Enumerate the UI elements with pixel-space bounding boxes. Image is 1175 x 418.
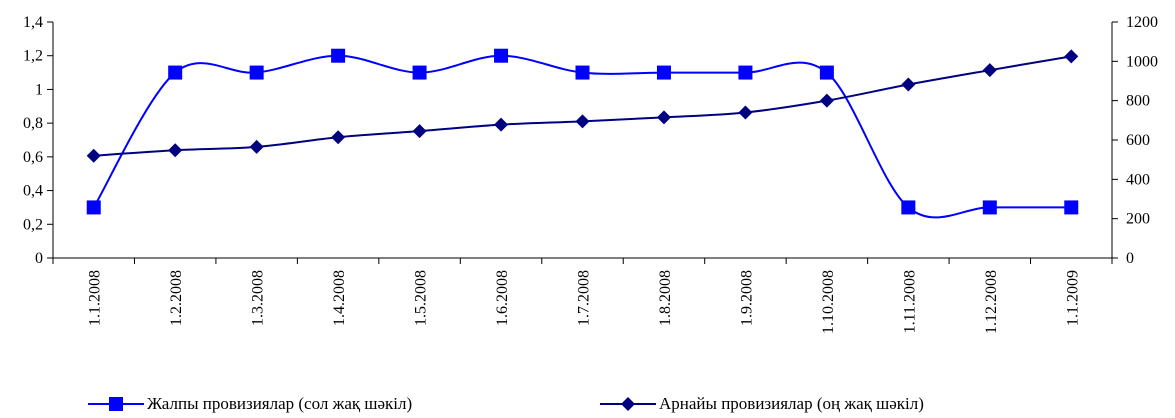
y-left-tick-label: 1,2 bbox=[23, 48, 43, 65]
x-tick-label: 1.1.2009 bbox=[1064, 270, 1081, 326]
y-left-tick-label: 0,6 bbox=[23, 149, 43, 166]
data-point-specific bbox=[331, 130, 346, 145]
y-right-tick-label: 1200 bbox=[1126, 14, 1158, 31]
y-left-tick-label: 1 bbox=[35, 81, 43, 98]
data-point-general bbox=[168, 65, 183, 80]
y-right-tick-label: 200 bbox=[1126, 211, 1150, 228]
x-tick-label: 1.12.2008 bbox=[983, 270, 1000, 334]
x-tick-label: 1.10.2008 bbox=[820, 270, 837, 334]
data-point-specific bbox=[168, 143, 183, 158]
legend-marker-square-icon bbox=[88, 397, 144, 411]
x-tick-label: 1.3.2008 bbox=[250, 270, 267, 326]
data-point-general bbox=[575, 65, 590, 80]
data-point-specific bbox=[86, 148, 101, 163]
x-tick-label: 1.9.2008 bbox=[738, 270, 755, 326]
data-point-general bbox=[656, 65, 671, 80]
legend-marker-diamond-icon bbox=[600, 397, 656, 411]
data-point-specific bbox=[494, 117, 509, 132]
data-point-general bbox=[1064, 200, 1079, 215]
data-point-general bbox=[901, 200, 916, 215]
x-tick-label: 1.6.2008 bbox=[494, 270, 511, 326]
y-right-tick-label: 1000 bbox=[1126, 53, 1158, 70]
series-line-general bbox=[92, 54, 1072, 219]
y-left-tick-label: 0,2 bbox=[23, 216, 43, 233]
data-point-general bbox=[819, 65, 834, 80]
data-point-general bbox=[982, 200, 997, 215]
data-point-general bbox=[738, 65, 753, 80]
legend-label-general: Жалпы провизиялар (сол жақ шәкіл) bbox=[147, 394, 413, 413]
x-tick-label: 1.4.2008 bbox=[331, 270, 348, 326]
data-point-general bbox=[331, 48, 346, 63]
data-point-specific bbox=[575, 114, 590, 129]
legend: Жалпы провизиялар (сол жақ шәкіл) Арнайы… bbox=[0, 394, 1175, 418]
data-point-general bbox=[412, 65, 427, 80]
x-tick-label: 1.2.2008 bbox=[168, 270, 185, 326]
data-point-general bbox=[494, 48, 509, 63]
data-point-specific bbox=[249, 139, 264, 154]
series-general-provisions bbox=[86, 48, 1079, 219]
legend-label-specific: Арнайы провизиялар (оң жақ шәкіл) bbox=[659, 394, 924, 413]
chart: 0 0,2 0,4 0,6 0,8 1 1,2 1,4 0 200 400 600 800 1000 120… bbox=[23, 14, 1158, 334]
series-specific-provisions bbox=[86, 49, 1079, 163]
y-right-tick-label: 0 bbox=[1126, 250, 1134, 267]
data-point-specific bbox=[819, 93, 834, 108]
x-tick-label: 1.5.2008 bbox=[413, 270, 430, 326]
x-tick-label: 1.8.2008 bbox=[657, 270, 674, 326]
data-point-general bbox=[86, 200, 101, 215]
y-left-tick-label: 1,4 bbox=[23, 14, 43, 31]
y-right-tick-label: 600 bbox=[1126, 132, 1150, 149]
y-left-tick-label: 0 bbox=[35, 250, 43, 267]
data-point-specific bbox=[738, 105, 753, 120]
legend-item-specific: Арнайы провизиялар (оң жақ шәкіл) bbox=[600, 394, 924, 414]
data-point-specific bbox=[412, 124, 427, 139]
x-tick-label: 1.11.2008 bbox=[901, 270, 918, 333]
y-right-tick-label: 800 bbox=[1126, 93, 1150, 110]
data-point-specific bbox=[1064, 49, 1079, 64]
x-tick-label: 1.7.2008 bbox=[576, 270, 593, 326]
y-right-tick-label: 400 bbox=[1126, 171, 1150, 188]
x-tick-label: 1.1.2008 bbox=[87, 270, 104, 326]
y-left-tick-label: 0,4 bbox=[23, 183, 43, 200]
data-point-specific bbox=[982, 63, 997, 78]
data-point-general bbox=[249, 65, 264, 80]
y-left-tick-label: 0,8 bbox=[23, 115, 43, 132]
legend-item-general: Жалпы провизиялар (сол жақ шәкіл) bbox=[88, 394, 412, 414]
data-point-specific bbox=[901, 77, 916, 92]
axes: 0 0,2 0,4 0,6 0,8 1 1,2 1,4 0 200 400 600 800 1000 120… bbox=[23, 14, 1158, 334]
data-point-specific bbox=[656, 110, 671, 125]
